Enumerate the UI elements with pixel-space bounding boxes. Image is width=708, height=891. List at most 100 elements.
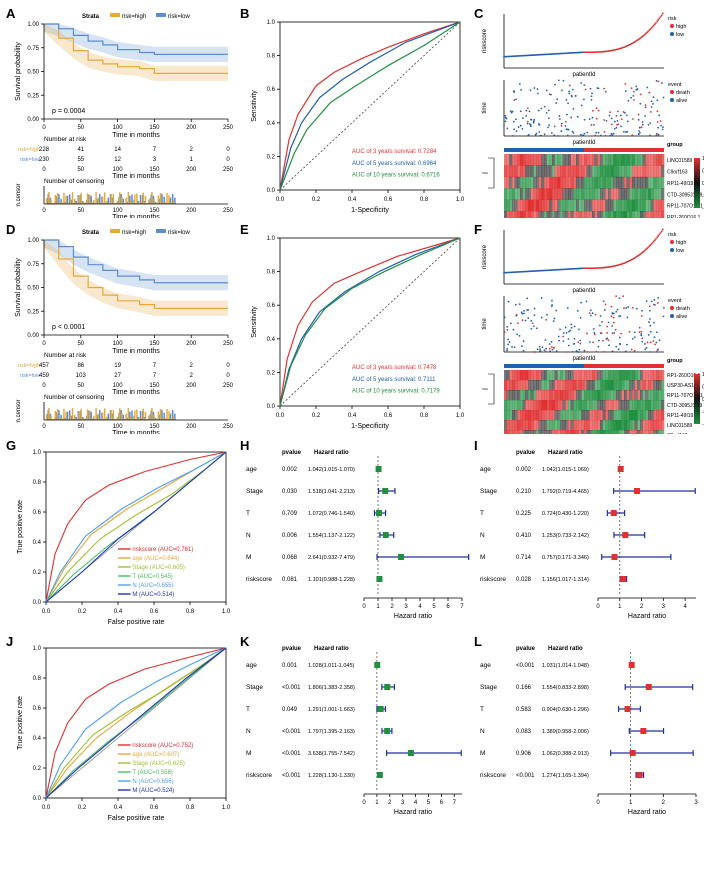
svg-text:0.8: 0.8 [420,197,429,203]
svg-text:RP1-260O16.1: RP1-260O16.1 [667,215,701,218]
svg-text:0.50: 0.50 [27,286,39,292]
svg-text:2: 2 [190,373,194,379]
svg-text:1.554(1.137-2.122): 1.554(1.137-2.122) [308,533,355,539]
svg-text:Stage: Stage [246,488,263,495]
panel-E-svg: 0.00.00.20.20.40.40.60.60.80.81.01.0Sens… [242,224,470,434]
panel-K-svg: pvalueHazard ratioage0.0011.028(1.011-1.… [242,636,470,826]
svg-text:4: 4 [418,604,422,610]
svg-text:risk=high: risk=high [18,363,40,369]
svg-text:250: 250 [223,125,234,131]
svg-text:0.410: 0.410 [516,533,532,539]
svg-text:LINC01589: LINC01589 [667,158,693,164]
svg-text:Survival probability: Survival probability [15,258,22,317]
svg-text:risk=low: risk=low [20,157,40,163]
svg-text:1.101(0.988-1.228): 1.101(0.988-1.228) [308,577,355,583]
svg-text:Number at risk: Number at risk [44,136,87,143]
svg-text:0.4: 0.4 [114,609,123,615]
svg-text:1.518(1.041-2.213): 1.518(1.041-2.213) [308,489,355,495]
svg-text:0: 0 [42,424,46,430]
panel-label-F: F [474,222,482,237]
panel-E: E 0.00.00.20.20.40.40.60.60.80.81.01.0Se… [242,224,470,434]
svg-text:1.291(1.001-1.663): 1.291(1.001-1.663) [308,707,355,713]
svg-text:0.5: 0.5 [702,385,704,391]
svg-text:0.2: 0.2 [78,609,87,615]
svg-text:2: 2 [190,363,194,369]
svg-text:T: T [480,706,484,713]
svg-text:Time in months: Time in months [112,173,160,180]
svg-text:Number of censoring: Number of censoring [44,394,105,401]
svg-text:low: low [676,248,684,254]
svg-text:patientId: patientId [572,356,595,362]
svg-text:0.8: 0.8 [186,805,195,811]
svg-text:0.083: 0.083 [516,729,532,735]
svg-text:riskscore: riskscore [482,244,488,269]
svg-text:risk: risk [668,16,677,22]
svg-text:1.00: 1.00 [27,238,39,244]
svg-text:0.709: 0.709 [282,511,298,517]
svg-text:3: 3 [153,157,157,163]
svg-text:0.002: 0.002 [516,467,532,473]
svg-text:event: event [668,82,682,88]
svg-text:1.062(0.388-2.913): 1.062(0.388-2.913) [542,751,589,757]
svg-text:T (AUC=0.545): T (AUC=0.545) [132,574,172,580]
panel-label-E: E [240,222,249,237]
svg-text:2: 2 [390,604,394,610]
svg-text:0.8: 0.8 [420,413,429,419]
svg-text:0.210: 0.210 [516,489,532,495]
svg-text:age: age [480,662,491,669]
svg-text:Number of censoring: Number of censoring [44,178,105,185]
svg-text:False positive rate: False positive rate [108,815,165,822]
svg-text:0.6: 0.6 [384,413,393,419]
svg-text:250: 250 [223,208,234,214]
svg-text:0.75: 0.75 [27,262,39,268]
svg-text:7: 7 [460,604,464,610]
svg-text:0.8: 0.8 [186,609,195,615]
panel-I: I pvalueHazard ratioage0.0021.042(1.015-… [476,440,704,630]
svg-text:1-Specificity: 1-Specificity [351,423,389,430]
panel-K: K pvalueHazard ratioage0.0011.028(1.011-… [242,636,470,826]
svg-text:N: N [246,532,251,539]
svg-text:risk=low: risk=low [168,14,191,20]
svg-text:N (AUC=0.656): N (AUC=0.656) [132,779,173,785]
svg-text:risk=low: risk=low [20,373,40,379]
panel-label-B: B [240,6,249,21]
svg-text:time: time [482,318,488,330]
svg-text:T (AUC=0.558): T (AUC=0.558) [132,770,172,776]
panel-B: B 0.00.00.20.20.40.40.60.60.80.81.01.0Se… [242,8,470,218]
svg-text:-0.5: -0.5 [702,410,704,416]
svg-text:True positive rate: True positive rate [17,696,24,750]
svg-text:1.554(0.833-2.898): 1.554(0.833-2.898) [542,685,589,691]
svg-text:False positive rate: False positive rate [108,619,165,626]
svg-text:0.904(0.630-1.296): 0.904(0.630-1.296) [542,707,589,713]
svg-text:457: 457 [39,363,50,369]
panel-J: J 0.00.00.20.20.40.40.60.60.80.81.01.0Tr… [8,636,236,826]
svg-text:0.6: 0.6 [150,609,159,615]
svg-text:M: M [246,554,251,561]
svg-text:Survival probability: Survival probability [15,42,22,101]
svg-text:5: 5 [427,800,431,806]
svg-text:0.6: 0.6 [150,805,159,811]
svg-text:14: 14 [114,147,121,153]
svg-text:T: T [480,510,484,517]
svg-text:3: 3 [401,800,405,806]
svg-text:M: M [480,750,485,757]
svg-text:0.724(0.430-1.220): 0.724(0.430-1.220) [542,511,589,517]
svg-text:0.081: 0.081 [282,577,298,583]
svg-text:0: 0 [362,800,366,806]
svg-text:0.906: 0.906 [516,751,532,757]
svg-text:7: 7 [153,373,157,379]
svg-text:3: 3 [662,604,666,610]
svg-text:0.50: 0.50 [27,70,39,76]
svg-text:M (AUC=0.514): M (AUC=0.514) [132,592,174,598]
panel-C-svg: riskscorepatientIdriskhighlowtimepatient… [476,8,704,218]
svg-text:50: 50 [77,424,84,430]
svg-text:0: 0 [42,167,46,173]
svg-text:7: 7 [453,800,457,806]
svg-text:alive: alive [676,98,687,104]
panel-A: A Stratarisk=highrisk=low0.000.250.500.7… [8,8,236,218]
panel-label-C: C [474,6,483,21]
svg-text:27: 27 [114,373,121,379]
svg-text:group: group [667,358,683,364]
svg-text:250: 250 [223,383,234,389]
svg-text:Stage: Stage [480,488,497,495]
